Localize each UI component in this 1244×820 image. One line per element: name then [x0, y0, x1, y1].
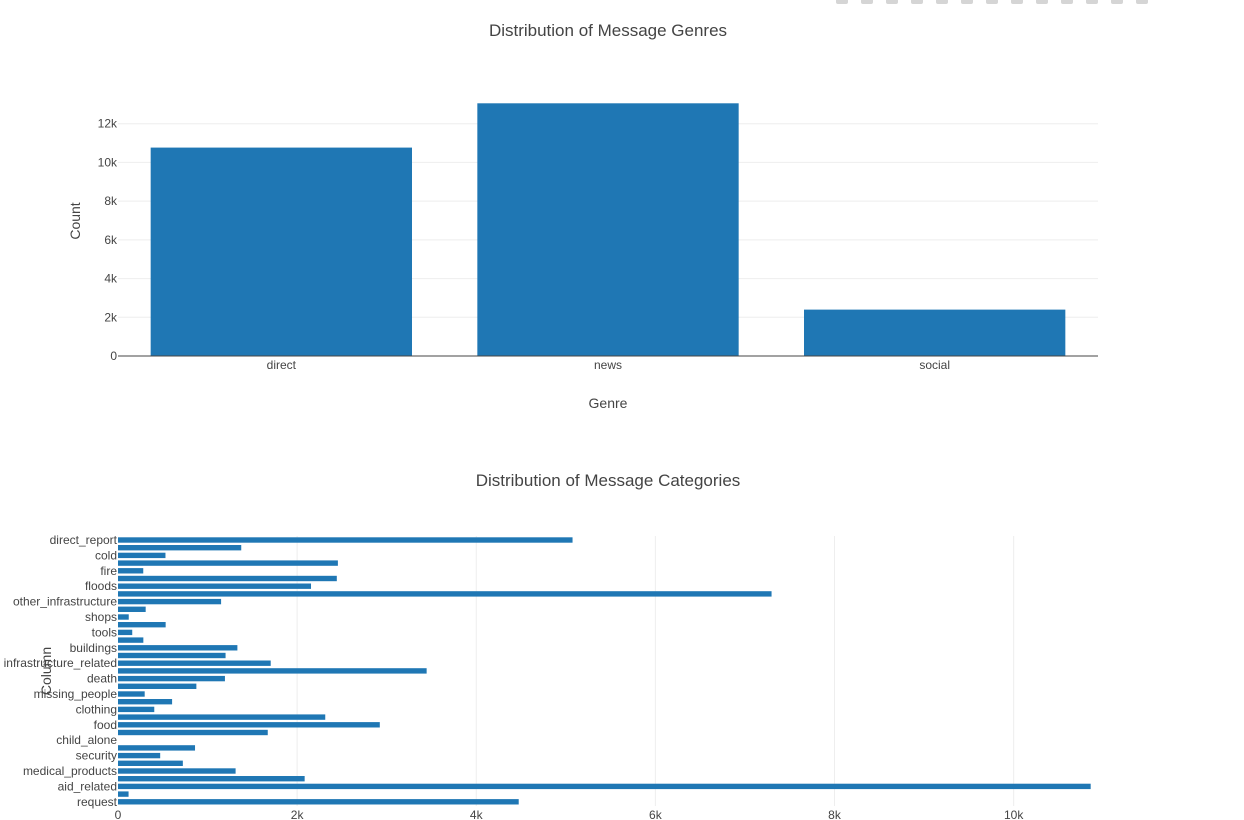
genre-bar-chart: Distribution of Message Genres 0 2k 4k 6k 8k… — [67, 21, 1098, 411]
y-tick-label: medical_products — [23, 764, 117, 778]
y-tick-label: buildings — [70, 641, 117, 655]
bar-military — [118, 745, 196, 751]
x-tick-labels: 0 2k 4k 6k 8k 10k — [115, 808, 1025, 820]
hover-compare-icon[interactable] — [1111, 0, 1123, 4]
y-axis-title: Count — [67, 202, 83, 239]
box-select-icon[interactable] — [911, 0, 923, 4]
bar-direct — [150, 147, 412, 356]
y-tick-label: infrastructure_related — [4, 656, 117, 670]
chart-title: Distribution of Message Categories — [476, 471, 741, 490]
bar-other_infrastructure — [118, 598, 222, 605]
bar-floods — [118, 583, 312, 589]
bar-aid_related — [118, 783, 1091, 790]
bar-medical_products — [118, 768, 236, 774]
x-tick-label: 2k — [291, 808, 305, 820]
bar-offer — [118, 791, 129, 797]
bar-news — [477, 103, 739, 356]
y-tick-label: 0 — [110, 349, 117, 363]
bar-electricity — [118, 622, 166, 628]
bar-refugees — [118, 683, 197, 689]
y-tick-label: clothing — [76, 702, 117, 716]
bar-money — [118, 699, 173, 705]
bar-fire — [118, 568, 144, 574]
bar-security — [118, 752, 161, 759]
x-tick-label: social — [919, 358, 950, 372]
bar-earthquake — [118, 560, 338, 566]
y-tick-label: 6k — [104, 233, 118, 247]
x-tick-label: 4k — [470, 808, 484, 820]
bar-other_weather — [118, 545, 242, 551]
bar-shops — [118, 614, 129, 620]
hover-closest-icon[interactable] — [1086, 0, 1098, 4]
zoom-in-icon[interactable] — [961, 0, 973, 4]
bar-food — [118, 722, 380, 728]
bars — [118, 537, 1091, 805]
y-tick-label: 2k — [104, 310, 118, 324]
y-tick-label: security — [76, 749, 117, 763]
y-tick-label: fire — [100, 564, 117, 578]
y-tick-label: 4k — [104, 272, 118, 286]
x-tick-label: direct — [267, 358, 297, 372]
category-bar-chart: Distribution of Message Categories direc… — [4, 471, 1091, 820]
x-tick-label: 6k — [649, 808, 663, 820]
bar-hospitals — [118, 637, 144, 643]
pan-icon[interactable] — [886, 0, 898, 4]
bar-storm — [118, 575, 337, 582]
y-tick-label: shops — [85, 610, 117, 624]
y-tick-label: 12k — [98, 117, 118, 131]
bar-weather_related — [118, 591, 772, 597]
y-tick-label: request — [77, 795, 118, 809]
bar-water — [118, 729, 268, 736]
bar-cold — [118, 552, 166, 559]
y-tick-label: child_alone — [56, 733, 117, 747]
bar-transport — [118, 652, 226, 659]
bar-medical_help — [118, 776, 305, 782]
bar-death — [118, 675, 225, 682]
reset-axes-icon[interactable] — [1036, 0, 1048, 4]
x-tick-label: 8k — [828, 808, 842, 820]
bar-social — [804, 309, 1066, 356]
bar-search_and_rescue — [118, 760, 183, 766]
bar-shelter — [118, 714, 326, 720]
bar-other_aid — [118, 668, 427, 674]
camera-icon[interactable] — [836, 0, 848, 4]
x-tick-label: 10k — [1004, 808, 1024, 820]
y-tick-label: 8k — [104, 194, 118, 208]
y-tick-label: floods — [85, 579, 117, 593]
y-tick-label: aid_related — [58, 779, 117, 793]
y-tick-label: cold — [95, 548, 117, 562]
bar-tools — [118, 629, 133, 636]
x-axis-title: Genre — [589, 395, 628, 411]
bar-infrastructure_related — [118, 660, 271, 666]
spike-lines-icon[interactable] — [1061, 0, 1073, 4]
y-tick-label: direct_report — [50, 533, 118, 547]
y-tick-label: food — [94, 718, 117, 732]
bar-clothing — [118, 706, 155, 713]
y-tick-labels: 0 2k 4k 6k 8k 10k 12k — [98, 117, 118, 363]
chart-title: Distribution of Message Genres — [489, 21, 727, 40]
x-tick-label: 0 — [115, 808, 122, 820]
bar-direct_report — [118, 537, 573, 543]
y-tick-label: missing_people — [34, 687, 118, 701]
bar-buildings — [118, 645, 238, 651]
bars — [150, 103, 1066, 356]
autoscale-icon[interactable] — [1011, 0, 1023, 4]
x-tick-label: news — [594, 358, 622, 372]
x-tick-labels: direct news social — [267, 358, 950, 372]
bar-aid_centers — [118, 606, 146, 612]
zoom-out-icon[interactable] — [986, 0, 998, 4]
y-tick-label: 10k — [98, 155, 118, 169]
y-tick-label: other_infrastructure — [13, 595, 117, 609]
bar-request — [118, 799, 519, 805]
y-axis-title: Column — [38, 647, 54, 695]
zoom-icon[interactable] — [861, 0, 873, 4]
bar-missing_people — [118, 691, 145, 697]
lasso-icon[interactable] — [936, 0, 948, 4]
y-tick-label: tools — [92, 625, 117, 639]
plotly-logo-icon[interactable] — [1136, 0, 1148, 4]
y-tick-label: death — [87, 672, 117, 686]
